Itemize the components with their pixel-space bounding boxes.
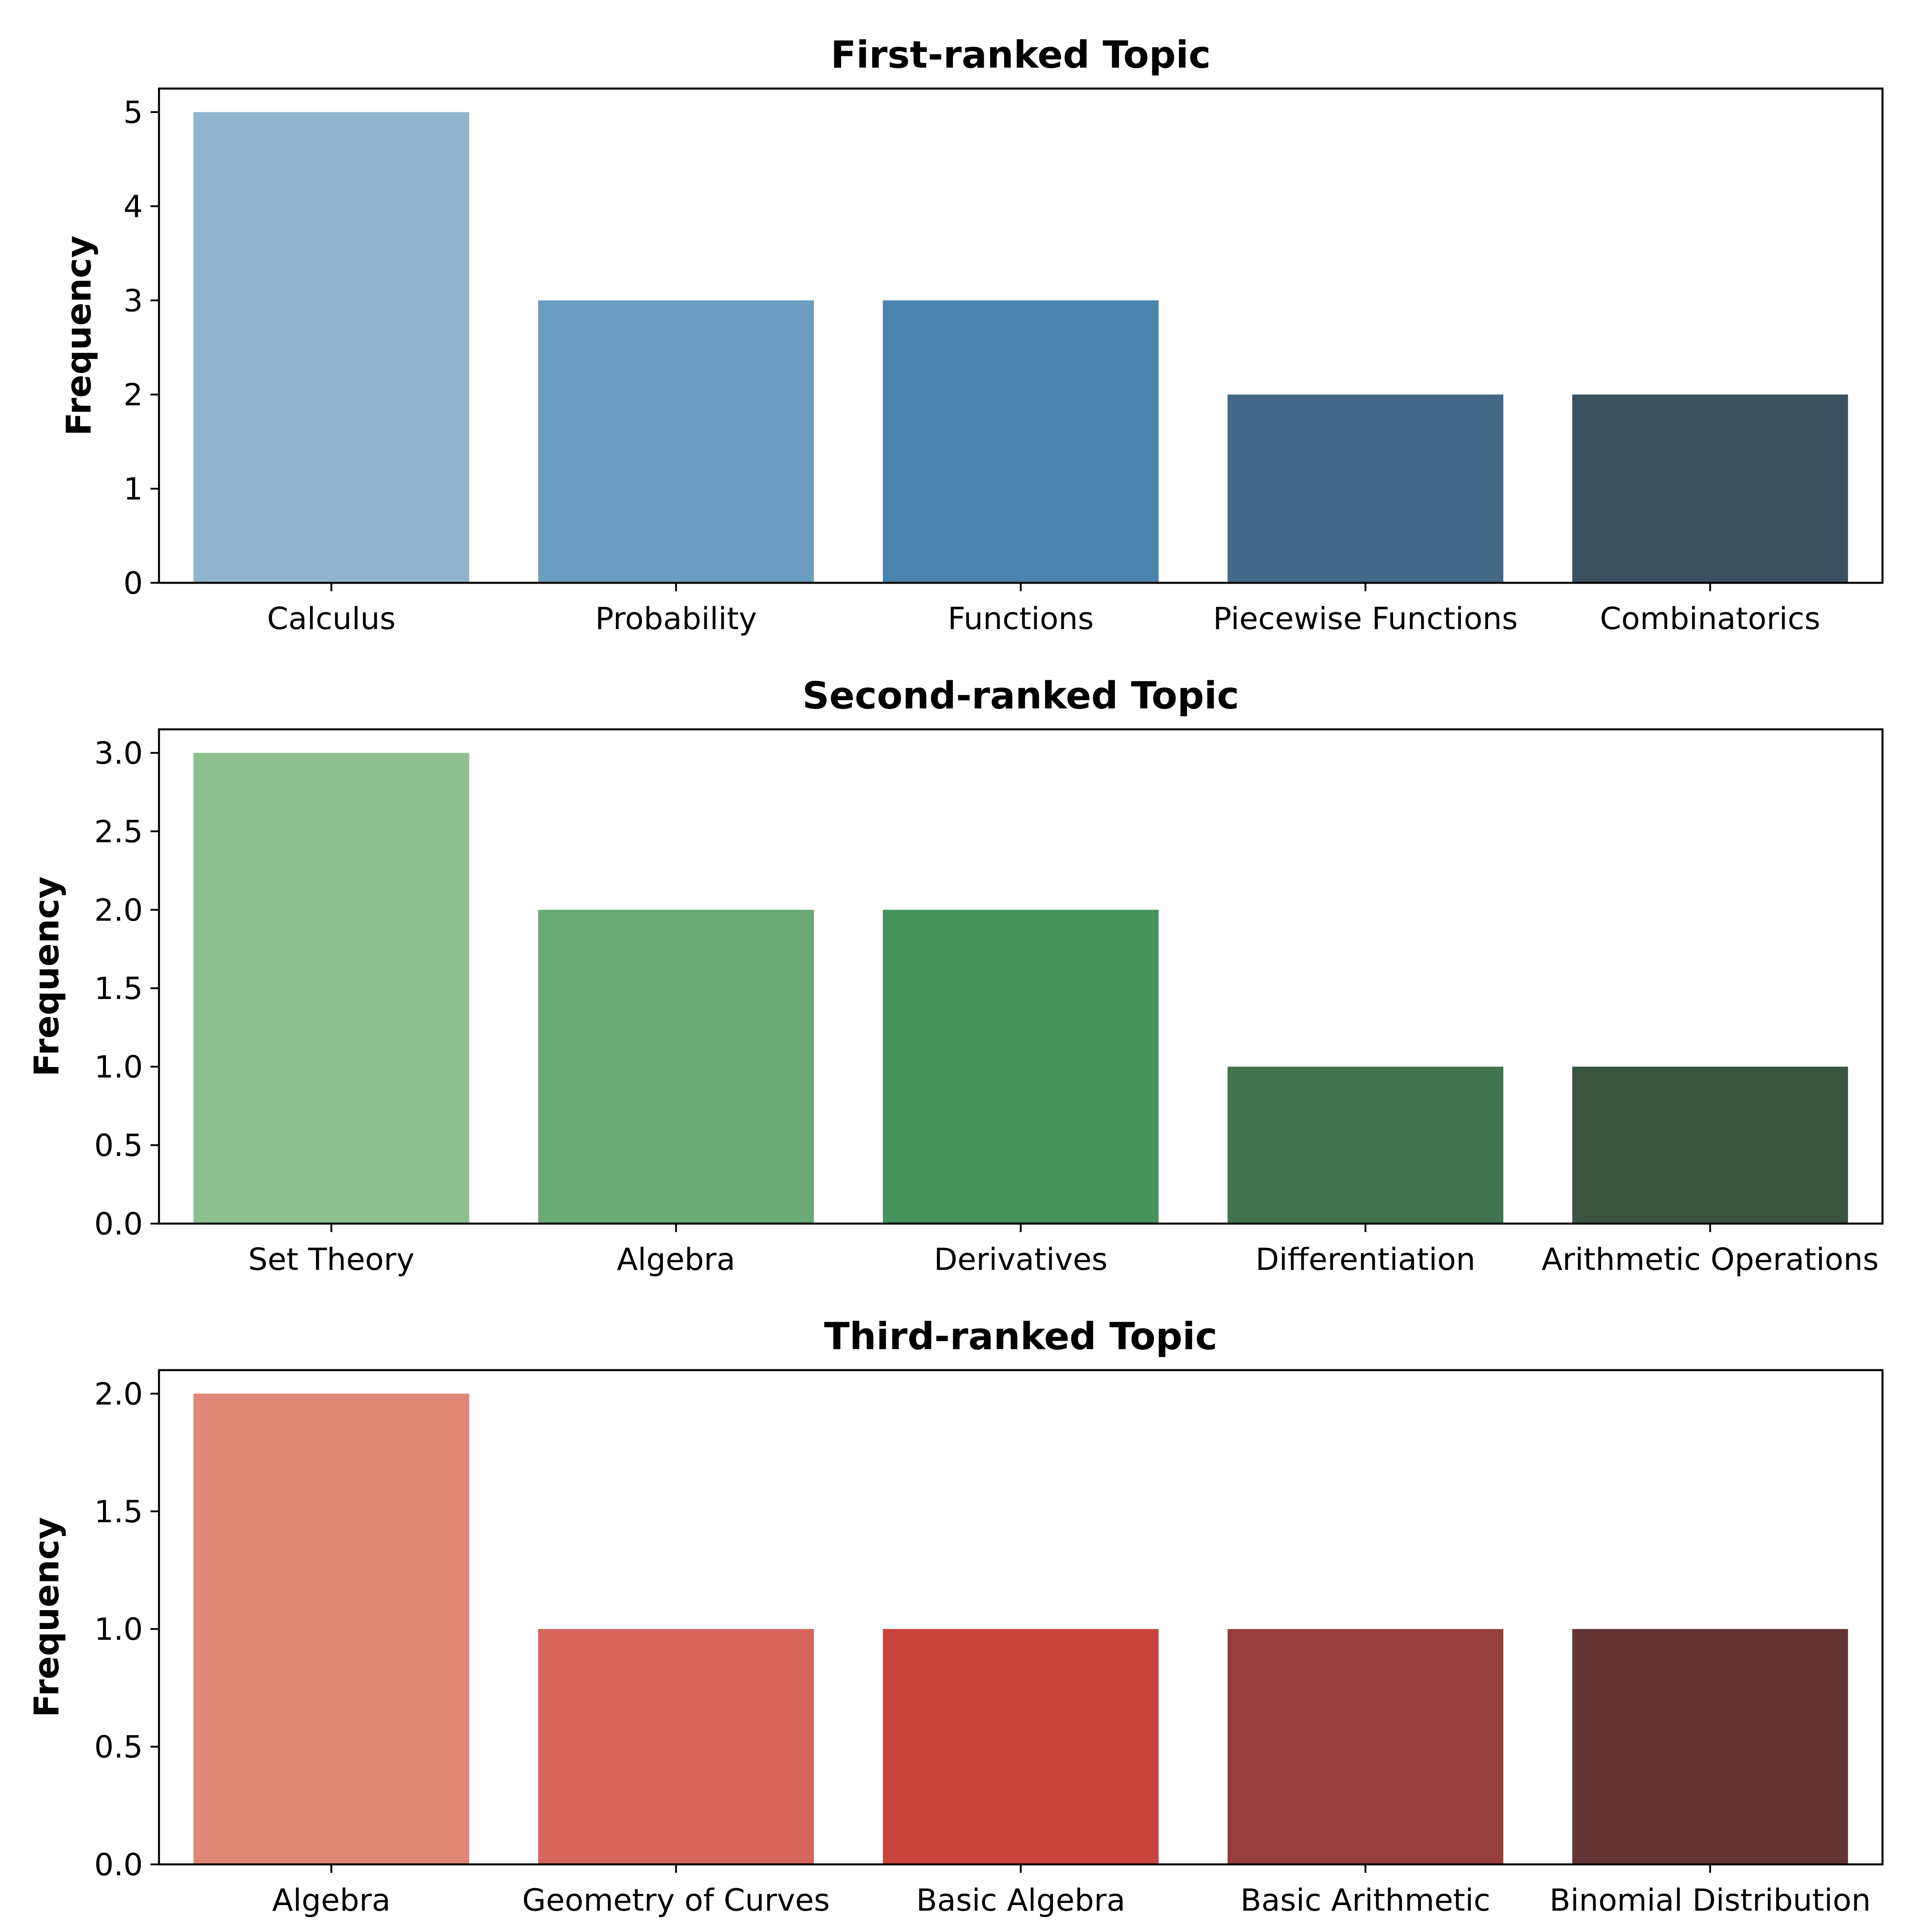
y-tick-label: 2.0 xyxy=(94,1376,143,1412)
plot-frame xyxy=(158,1369,1884,1866)
y-tick-label: 4 xyxy=(124,188,143,224)
x-tick-label: Combinatorics xyxy=(1600,601,1821,636)
y-tick-label: 1.0 xyxy=(94,1611,143,1647)
x-axis-ticks: Calculus Probability Functions Piecewise Fu… xyxy=(267,583,1821,636)
chart-title: Third-ranked Topic xyxy=(824,1315,1217,1358)
x-tick-label: Probability xyxy=(595,601,757,636)
bar-algebra xyxy=(193,1393,469,1864)
y-tick-label: 0.0 xyxy=(94,1206,143,1242)
bar-geometry-of-curves xyxy=(538,1629,814,1864)
bar-basic-algebra xyxy=(883,1629,1159,1864)
bar-calculus xyxy=(193,112,469,583)
bars xyxy=(193,112,1848,583)
plot-frame xyxy=(158,728,1884,1225)
chart-panel-first-ranked: First-ranked Topic 0 1 2 3 4 5 Calculus Probab… xyxy=(59,33,1884,636)
x-tick-label: Geometry of Curves xyxy=(522,1882,830,1918)
chart-title: Second-ranked Topic xyxy=(802,674,1239,717)
chart-title: First-ranked Topic xyxy=(831,33,1211,76)
bar-probability xyxy=(538,300,814,583)
y-axis-ticks: 0 1 2 3 4 5 xyxy=(124,94,159,601)
x-tick-label: Binomial Distribution xyxy=(1550,1882,1871,1918)
bars xyxy=(193,1393,1848,1864)
x-axis-ticks: Set Theory Algebra Derivatives Differentiat… xyxy=(248,1224,1879,1277)
y-tick-label: 0.5 xyxy=(94,1127,143,1163)
x-axis-ticks: Algebra Geometry of Curves Basic Algebra Ba… xyxy=(272,1864,1871,1918)
x-tick-label: Basic Algebra xyxy=(916,1882,1125,1918)
bar-algebra xyxy=(538,910,814,1224)
x-tick-label: Piecewise Functions xyxy=(1213,601,1518,636)
x-tick-label: Set Theory xyxy=(248,1241,415,1277)
x-tick-label: Derivatives xyxy=(934,1241,1107,1277)
bar-piecewise-functions xyxy=(1227,394,1503,583)
bar-functions xyxy=(883,300,1159,583)
y-tick-label: 1.5 xyxy=(94,970,143,1006)
y-tick-label: 3 xyxy=(124,283,143,318)
plot-frame xyxy=(158,87,1884,584)
y-axis-label: Frequency xyxy=(27,876,67,1077)
y-axis-ticks: 0.0 0.5 1.0 1.5 2.0 2.5 3.0 xyxy=(94,735,159,1242)
bar-basic-arithmetic xyxy=(1227,1629,1503,1864)
y-tick-label: 1 xyxy=(124,471,143,507)
chart-panel-second-ranked: Second-ranked Topic 0.0 0.5 1.0 1.5 2.0 2.5 3.… xyxy=(27,674,1884,1277)
bar-arithmetic-operations xyxy=(1572,1067,1848,1224)
x-tick-label: Functions xyxy=(948,601,1094,636)
y-tick-label: 3.0 xyxy=(94,735,143,771)
x-tick-label: Differentiation xyxy=(1255,1241,1475,1277)
y-tick-label: 0.0 xyxy=(94,1847,143,1882)
y-tick-label: 2 xyxy=(124,377,143,413)
y-tick-label: 2.5 xyxy=(94,813,143,849)
bars xyxy=(193,753,1848,1224)
bar-binomial-distribution xyxy=(1572,1629,1848,1864)
y-tick-label: 1.0 xyxy=(94,1049,143,1085)
x-tick-label: Arithmetic Operations xyxy=(1542,1241,1879,1277)
y-axis-label: Frequency xyxy=(59,235,99,436)
y-axis-label: Frequency xyxy=(27,1517,67,1717)
bar-set-theory xyxy=(193,753,469,1224)
x-tick-label: Algebra xyxy=(272,1882,390,1918)
x-tick-label: Algebra xyxy=(617,1241,735,1277)
y-axis-ticks: 0.0 0.5 1.0 1.5 2.0 xyxy=(94,1376,159,1882)
chart-panel-third-ranked: Third-ranked Topic 0.0 0.5 1.0 1.5 2.0 Algeb… xyxy=(27,1315,1884,1918)
y-tick-label: 2.0 xyxy=(94,892,143,928)
y-tick-label: 0.5 xyxy=(94,1729,143,1765)
bar-derivatives xyxy=(883,910,1159,1224)
bar-combinatorics xyxy=(1572,394,1848,583)
bar-differentiation xyxy=(1227,1067,1503,1224)
x-tick-label: Calculus xyxy=(267,601,396,636)
y-tick-label: 0 xyxy=(124,565,143,601)
y-tick-label: 5 xyxy=(124,94,143,130)
y-tick-label: 1.5 xyxy=(94,1494,143,1530)
x-tick-label: Basic Arithmetic xyxy=(1241,1882,1490,1918)
